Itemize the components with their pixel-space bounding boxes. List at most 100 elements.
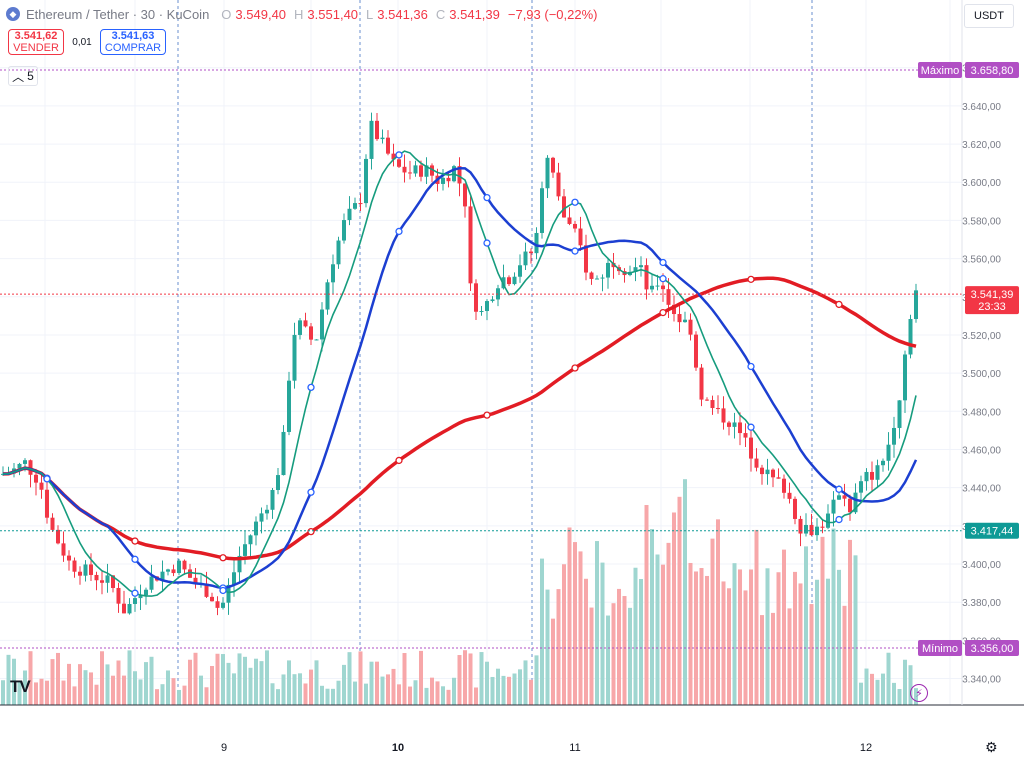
volume-bar <box>111 675 115 705</box>
volume-bar <box>457 655 462 705</box>
candle-body <box>765 469 770 475</box>
candle-body <box>683 319 687 323</box>
volume-bar <box>606 615 610 705</box>
ma-fast-line <box>2 150 917 597</box>
candle-body <box>578 228 583 246</box>
volume-bar <box>331 688 335 705</box>
ma-point-marker <box>395 151 403 159</box>
volume-bar <box>171 678 176 705</box>
volume-bar <box>490 676 495 705</box>
candle-body <box>204 583 209 597</box>
candle-body <box>518 265 522 277</box>
candle-body <box>320 309 324 340</box>
volume-bar <box>127 650 132 705</box>
volume-bar <box>408 686 412 705</box>
volume-bar <box>699 568 704 705</box>
lightning-icon[interactable]: ⚡ <box>910 684 928 702</box>
ma-point-marker <box>571 247 579 255</box>
volume-bar <box>705 575 709 705</box>
volume-bar <box>347 652 352 705</box>
candle-body <box>210 596 214 602</box>
volume-bar <box>523 660 528 705</box>
ohlc-readout: O 3.549,40 H 3.551,40 L 3.541,36 C 3.541,39 … <box>221 6 598 22</box>
max-price-badge-text: 3.658,80 <box>971 65 1014 77</box>
candle-body <box>886 444 891 461</box>
price-tick-label: 3.580,00 <box>962 216 1001 227</box>
candle-body <box>600 277 605 279</box>
buy-button[interactable]: 3.541,63 COMPRAR <box>100 29 166 55</box>
volume-bar <box>1 680 5 705</box>
candle-body <box>94 574 99 581</box>
candle-body <box>67 555 71 561</box>
candle-body <box>809 524 814 536</box>
candle-body <box>358 203 363 205</box>
candlestick-series <box>1 112 918 616</box>
candle-body <box>644 265 649 290</box>
volume-bar <box>166 670 170 705</box>
volume-bar <box>688 562 693 705</box>
volume-bar <box>364 683 368 705</box>
volume-bar <box>749 569 753 705</box>
candle-body <box>408 172 412 174</box>
volume-bar <box>754 529 759 705</box>
candle-body <box>782 478 786 493</box>
candle-body <box>292 334 297 381</box>
volume-bar <box>463 650 467 705</box>
candle-body <box>721 408 726 423</box>
volume-bar <box>848 539 852 705</box>
candle-body <box>309 326 313 340</box>
tradingview-logo-icon[interactable]: TV <box>10 677 31 696</box>
volume-bar <box>496 668 500 705</box>
volume-bar <box>545 589 550 705</box>
candle-body <box>89 564 93 575</box>
volume-bar <box>655 554 660 705</box>
candle-body <box>424 165 429 177</box>
volume-bar <box>573 542 577 705</box>
candle-body <box>633 267 638 272</box>
volume-bar <box>248 667 253 705</box>
volume-bar <box>809 604 814 705</box>
candle-body <box>336 240 341 265</box>
volume-bar <box>232 673 236 705</box>
currency-button[interactable]: USDT <box>964 4 1014 28</box>
ethereum-icon: ◆ <box>6 7 20 21</box>
candle-body <box>501 277 506 289</box>
volume-bar <box>237 653 242 705</box>
volume-bar <box>710 538 715 705</box>
sell-button[interactable]: 3.541,62 VENDER <box>8 29 64 55</box>
volume-bar <box>45 680 49 705</box>
ma-point-marker <box>659 275 667 283</box>
min-label-badge <box>918 640 962 656</box>
candle-body <box>507 277 511 285</box>
volume-bar <box>287 660 291 705</box>
volume-bar <box>600 562 605 705</box>
volume-bar <box>188 659 192 705</box>
gear-icon[interactable]: ⚙ <box>985 739 998 755</box>
volume-bar <box>677 496 682 705</box>
volume-bar <box>397 684 401 705</box>
candle-body <box>743 433 748 438</box>
candle-body <box>666 289 671 305</box>
candle-body <box>138 595 143 599</box>
candle-body <box>859 481 863 493</box>
last-price-badge <box>965 286 1019 315</box>
candle-body <box>177 560 181 574</box>
candle-body <box>540 188 544 233</box>
volume-bar <box>562 564 566 705</box>
symbol-title[interactable]: Ethereum / Tether · 30 · KuCoin <box>26 6 210 22</box>
indicators-toggle-button[interactable]: ︿ 5 <box>8 66 38 86</box>
volume-bar <box>787 608 792 705</box>
candle-body <box>463 183 467 207</box>
candle-body <box>457 166 462 184</box>
candle-body <box>479 311 484 313</box>
volume-bar <box>375 661 379 705</box>
ma-point-marker <box>571 364 579 372</box>
volume-bar <box>336 680 341 705</box>
reference-lines <box>0 69 962 649</box>
volume-bar <box>716 519 720 705</box>
candle-body <box>430 165 434 176</box>
candle-body <box>171 569 176 574</box>
price-tick-label: 3.520,00 <box>962 331 1001 342</box>
volume-bar <box>837 569 841 705</box>
